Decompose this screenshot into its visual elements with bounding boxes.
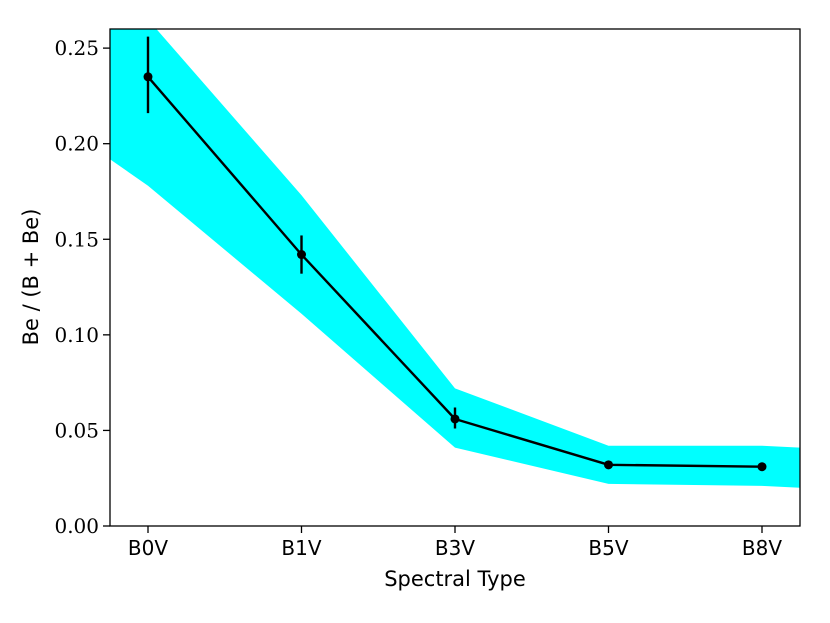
confidence-band [110, 29, 800, 488]
y-tick-label: 0.05 [54, 418, 99, 442]
y-tick-label: 0.15 [54, 227, 99, 251]
y-tick-label: 0.00 [54, 514, 99, 538]
x-tick-label: B3V [435, 536, 475, 560]
y-axis-label: Be / (B + Be) [19, 209, 43, 346]
x-axis-label: Spectral Type [384, 567, 526, 591]
y-tick-label: 0.10 [54, 323, 99, 347]
x-tick-label: B0V [128, 536, 168, 560]
data-point-B0V [143, 72, 153, 82]
x-tick-label: B8V [742, 536, 782, 560]
y-tick-label: 0.25 [54, 36, 99, 60]
y-tick-label: 0.20 [54, 132, 99, 156]
data-point-B1V [297, 250, 306, 260]
data-point-B3V [450, 414, 460, 424]
x-tick-label: B5V [588, 536, 628, 560]
data-point-B5V [604, 460, 613, 470]
x-tick-label: B1V [281, 536, 321, 560]
data-point-B8V [757, 462, 767, 472]
